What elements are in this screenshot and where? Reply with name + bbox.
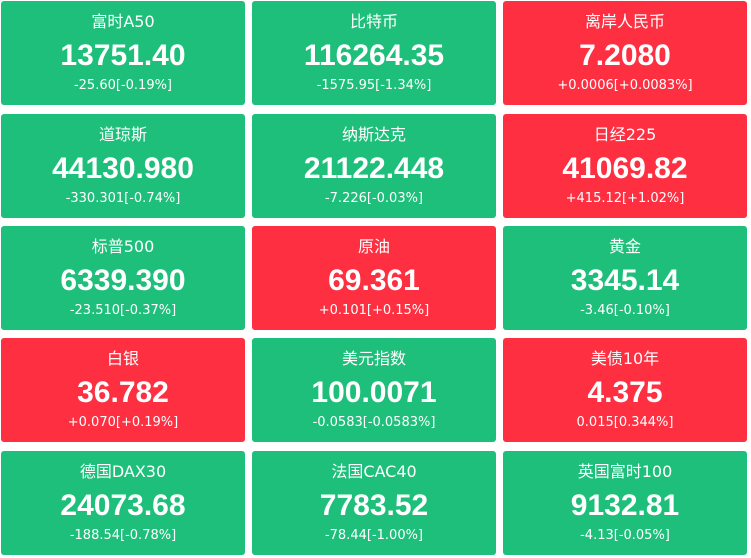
quote-name: 白银 [106,349,139,368]
quote-change: -78.44[-1.00%] [324,528,424,543]
quote-tile[interactable]: 美债10年 4.375 0.015[0.344%] [503,338,747,442]
quote-change: -330.301[-0.74%] [65,191,181,206]
quote-tile[interactable]: 离岸人民币 7.2080 +0.0006[+0.0083%] [503,1,747,105]
quote-price: 44130.980 [52,152,194,185]
quote-change: -25.60[-0.19%] [73,78,173,93]
quote-price: 69.361 [328,264,420,297]
quote-price: 116264.35 [303,39,445,72]
quote-tile[interactable]: 纳斯达克 21122.448 -7.226[-0.03%] [252,114,496,218]
quote-name: 原油 [357,237,390,256]
quote-price: 41069.82 [562,152,688,185]
quote-tile[interactable]: 原油 69.361 +0.101[+0.15%] [252,226,496,330]
quote-name: 黄金 [608,237,641,256]
quote-tile[interactable]: 法国CAC40 7783.52 -78.44[-1.00%] [252,451,496,555]
quote-name: 法国CAC40 [331,462,417,481]
quote-change: -188.54[-0.78%] [69,528,177,543]
quote-price: 21122.448 [303,152,445,185]
quote-change: +0.070[+0.19%] [67,415,179,430]
quote-tile[interactable]: 日经225 41069.82 +415.12[+1.02%] [503,114,747,218]
quote-name: 比特币 [349,12,398,31]
quote-tile[interactable]: 白银 36.782 +0.070[+0.19%] [1,338,245,442]
quote-tile[interactable]: 黄金 3345.14 -3.46[-0.10%] [503,226,747,330]
quote-name: 英国富时100 [577,462,673,481]
quote-change: +0.0006[+0.0083%] [557,78,693,93]
quote-change: -4.13[-0.05%] [580,528,670,543]
quote-change: -3.46[-0.10%] [580,303,670,318]
quote-price: 7783.52 [319,489,429,522]
quote-name: 美债10年 [590,349,660,368]
quote-name: 标普500 [91,237,155,256]
quote-name: 道琼斯 [98,125,147,144]
quote-price: 7.2080 [579,39,671,72]
quote-name: 富时A50 [91,12,155,31]
quote-tile[interactable]: 比特币 116264.35 -1575.95[-1.34%] [252,1,496,105]
quote-change: -0.0583[-0.0583%] [312,415,436,430]
quote-price: 100.0071 [311,376,437,409]
quote-change: +415.12[+1.02%] [565,191,685,206]
quote-name: 德国DAX30 [79,462,167,481]
quote-tile[interactable]: 美元指数 100.0071 -0.0583[-0.0583%] [252,338,496,442]
quote-price: 36.782 [77,376,169,409]
quote-price: 3345.14 [570,264,680,297]
quote-change: +0.101[+0.15%] [318,303,430,318]
quote-tile[interactable]: 道琼斯 44130.980 -330.301[-0.74%] [1,114,245,218]
quote-change: -23.510[-0.37%] [69,303,177,318]
quote-change: 0.015[0.344%] [576,415,674,430]
quote-tile[interactable]: 英国富时100 9132.81 -4.13[-0.05%] [503,451,747,555]
quote-price: 4.375 [587,376,663,409]
quote-tile[interactable]: 富时A50 13751.40 -25.60[-0.19%] [1,1,245,105]
quote-name: 离岸人民币 [584,12,665,31]
quote-tile[interactable]: 标普500 6339.390 -23.510[-0.37%] [1,226,245,330]
quote-name: 纳斯达克 [341,125,406,144]
quote-price: 6339.390 [60,264,186,297]
quote-tile[interactable]: 德国DAX30 24073.68 -188.54[-0.78%] [1,451,245,555]
quote-change: -1575.95[-1.34%] [316,78,432,93]
quote-price: 13751.40 [60,39,186,72]
quote-name: 美元指数 [341,349,406,368]
quote-name: 日经225 [593,125,657,144]
quote-price: 24073.68 [60,489,186,522]
quote-price: 9132.81 [570,489,680,522]
quote-change: -7.226[-0.03%] [324,191,424,206]
